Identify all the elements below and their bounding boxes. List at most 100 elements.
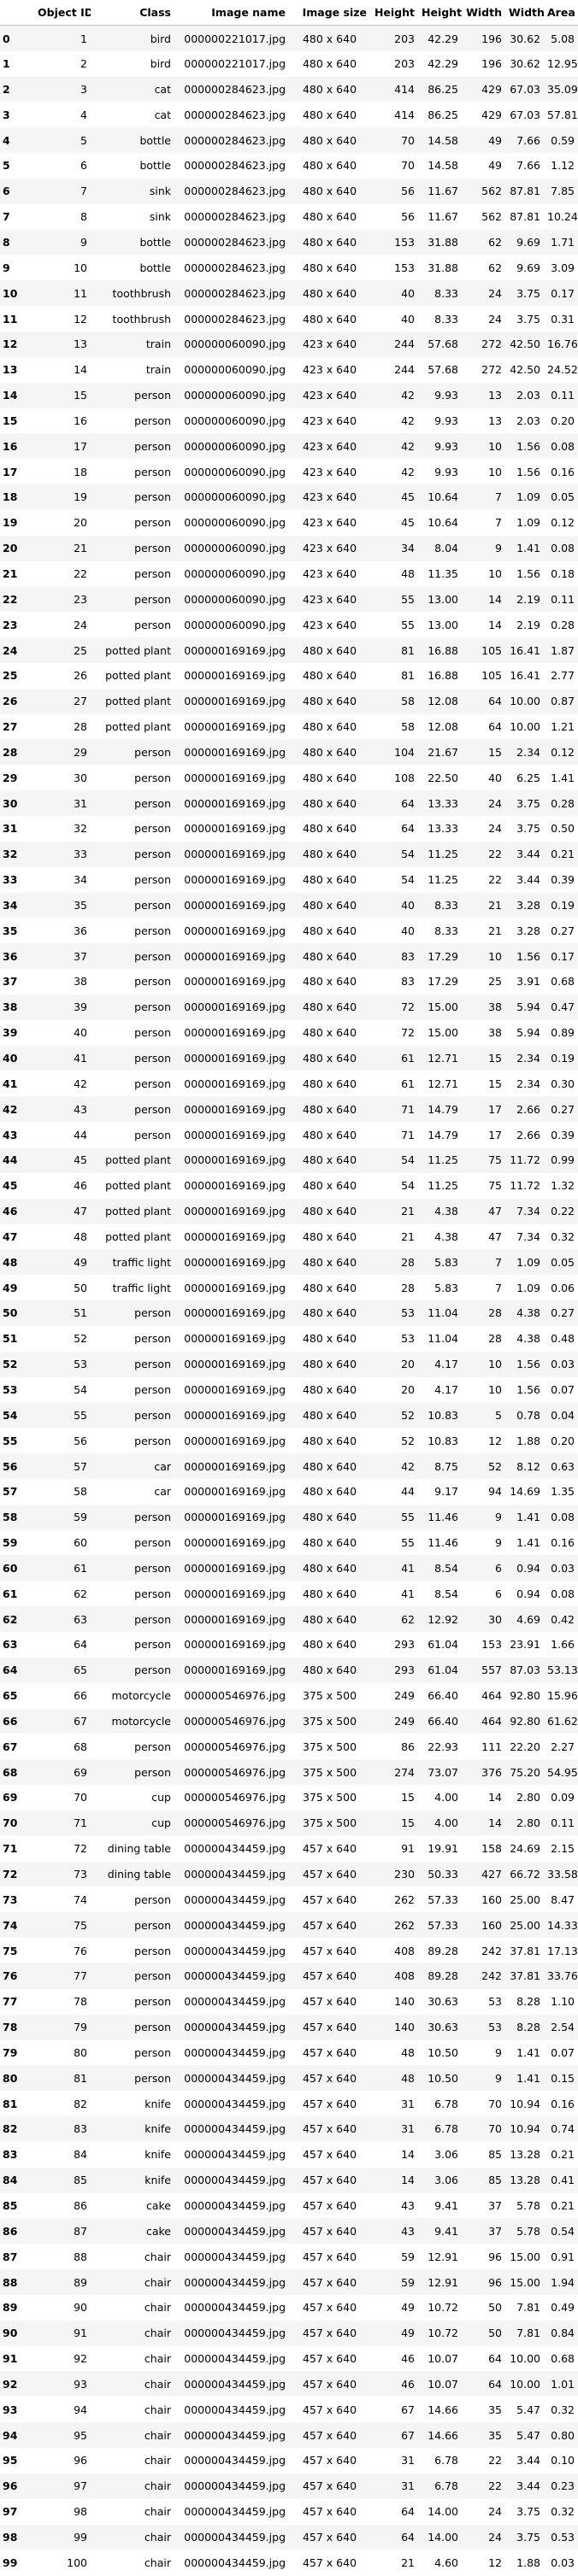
cell-height-px: 59 (401, 2250, 415, 2263)
cell-class: knife (144, 2148, 171, 2162)
cell-class: chair (144, 2301, 171, 2315)
cell-width-px: 22 (488, 2454, 502, 2467)
cell-width-pct: 13.28 (510, 2174, 540, 2187)
cell-image-name: 000000434459.jpg (184, 1868, 286, 1881)
cell-height-px: 408 (394, 1944, 415, 1957)
cell-width-pct: 1.09 (516, 1255, 540, 1269)
cell-height-px: 61 (401, 1052, 415, 1065)
cell-area: 12.95 (547, 57, 578, 71)
row-index: 89 (3, 2301, 18, 2315)
row-index: 81 (3, 2097, 18, 2110)
cell-image-name: 000000060090.jpg (184, 542, 286, 555)
cell-image-size: 480 x 640 (302, 975, 357, 989)
table-row: 53 54 person 000000169169.jpg 480 x 640 20 4.1… (0, 1376, 578, 1403)
cell-object-id: 11 (74, 286, 87, 300)
cell-image-size: 375 x 500 (302, 1816, 357, 1830)
cell-height-pct: 89.28 (428, 1944, 458, 1957)
cell-image-size: 480 x 640 (302, 1281, 357, 1294)
cell-class: person (134, 796, 171, 810)
cell-class: chair (144, 2454, 171, 2467)
cell-width-pct: 7.81 (516, 2327, 540, 2340)
cell-image-size: 457 x 640 (302, 2174, 357, 2187)
cell-class: chair (144, 2352, 171, 2366)
table-row: 4 5 bottle 000000284623.jpg 480 x 640 70 14.58… (0, 127, 578, 154)
cell-width-pct: 92.80 (510, 1714, 540, 1728)
cell-width-px: 7 (495, 490, 502, 504)
cell-height-px: 153 (394, 236, 415, 249)
cell-image-name: 000000284623.jpg (184, 82, 286, 96)
cell-object-id: 66 (74, 1689, 87, 1703)
cell-height-pct: 11.04 (428, 1332, 458, 1346)
cell-object-id: 10 (74, 261, 87, 274)
cell-image-name: 000000434459.jpg (184, 2403, 286, 2416)
cell-class: person (134, 1306, 171, 1320)
row-index: 3 (3, 108, 10, 121)
cell-height-pct: 21.67 (428, 745, 458, 759)
cell-class: train (145, 363, 171, 377)
cell-width-pct: 10.00 (510, 720, 540, 734)
cell-height-pct: 9.17 (434, 1485, 458, 1499)
row-index: 10 (3, 286, 18, 300)
cell-width-px: 24 (488, 2505, 502, 2519)
cell-height-px: 293 (394, 1638, 415, 1652)
row-index: 68 (3, 1765, 18, 1779)
cell-object-id: 90 (74, 2301, 87, 2315)
cell-image-size: 457 x 640 (302, 2301, 357, 2315)
cell-area: 15.96 (547, 1689, 578, 1703)
cell-object-id: 41 (74, 1052, 87, 1065)
cell-object-id: 74 (74, 1892, 87, 1906)
cell-height-pct: 8.33 (434, 898, 458, 912)
cell-image-name: 000000060090.jpg (184, 618, 286, 631)
row-index: 32 (3, 848, 18, 861)
cell-class: person (134, 439, 171, 453)
table-row: 49 50 traffic light 000000169169.jpg 480 x 6… (0, 1275, 578, 1301)
cell-area: 24.52 (547, 363, 578, 377)
cell-height-pct: 6.78 (434, 2479, 458, 2493)
cell-image-size: 480 x 640 (302, 1358, 357, 1371)
cell-width-pct: 8.28 (516, 2021, 540, 2034)
cell-width-pct: 2.34 (516, 1052, 540, 1065)
table-row: 31 32 person 000000169169.jpg 480 x 640 64 13.… (0, 816, 578, 842)
cell-class: knife (144, 2174, 171, 2187)
cell-width-px: 24 (488, 796, 502, 810)
cell-height-px: 67 (401, 2428, 415, 2442)
cell-height-pct: 73.07 (428, 1765, 458, 1779)
table-row: 92 93 chair 000000434459.jpg 457 x 640 46 10.0… (0, 2371, 578, 2397)
row-index: 47 (3, 1229, 18, 1243)
cell-class: chair (144, 2428, 171, 2442)
cell-height-pct: 6.78 (434, 2097, 458, 2110)
cell-object-id: 98 (74, 2505, 87, 2519)
cell-area: 0.28 (551, 796, 575, 810)
cell-width-px: 6 (495, 1561, 502, 1575)
cell-image-size: 457 x 640 (302, 2198, 357, 2212)
cell-height-px: 20 (401, 1358, 415, 1371)
cell-class: person (134, 873, 171, 887)
cell-image-name: 000000169169.jpg (184, 1485, 286, 1499)
cell-image-size: 480 x 640 (302, 1587, 357, 1600)
table-row: 51 52 person 000000169169.jpg 480 x 640 53 11.… (0, 1325, 578, 1352)
cell-width-px: 14 (488, 1791, 502, 1804)
cell-width-pct: 66.72 (510, 1868, 540, 1881)
row-index: 90 (3, 2327, 18, 2340)
cell-image-size: 457 x 640 (302, 2352, 357, 2366)
cell-image-name: 000000169169.jpg (184, 1052, 286, 1065)
cell-class: chair (144, 2403, 171, 2416)
cell-height-pct: 10.07 (428, 2352, 458, 2366)
cell-area: 0.48 (551, 1332, 575, 1346)
cell-object-id: 32 (74, 822, 87, 836)
cell-width-pct: 2.66 (516, 1128, 540, 1141)
cell-height-pct: 66.40 (428, 1689, 458, 1703)
cell-height-px: 81 (401, 643, 415, 657)
cell-class: cup (151, 1816, 171, 1830)
cell-image-size: 423 x 640 (302, 490, 357, 504)
cell-width-pct: 9.69 (516, 261, 540, 274)
cell-class: person (134, 516, 171, 530)
cell-class: person (134, 1561, 171, 1575)
cell-class: person (134, 1612, 171, 1626)
cell-object-id: 100 (67, 2555, 87, 2569)
row-index: 38 (3, 1000, 18, 1014)
cell-image-size: 480 x 640 (302, 1077, 357, 1090)
cell-object-id: 54 (74, 1382, 87, 1396)
cell-width-px: 64 (488, 720, 502, 734)
cell-object-id: 27 (74, 695, 87, 708)
